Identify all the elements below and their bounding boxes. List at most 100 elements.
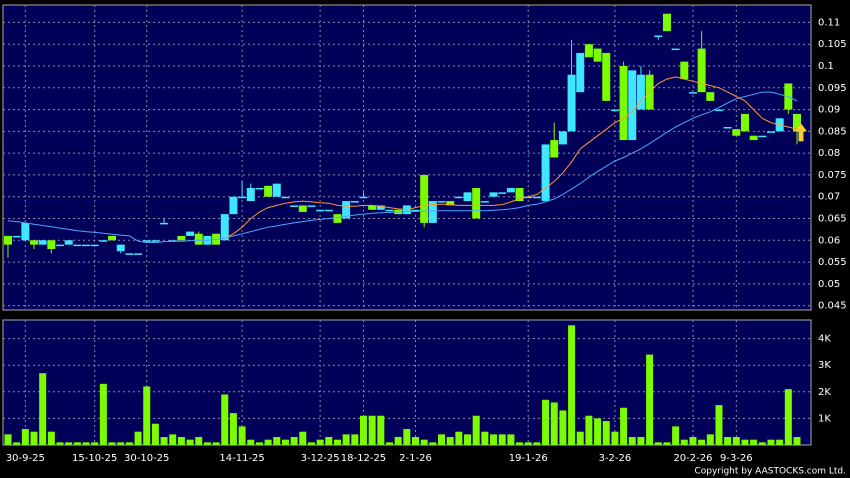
x-tick-label: 2-1-26 [399,453,432,464]
volume-bar [672,426,680,445]
volume-bar [611,431,619,445]
volume-bar [750,439,758,445]
volume-bar [507,434,515,445]
candle-body [99,240,108,242]
candle-body [420,174,429,223]
candle-body [584,44,593,58]
volume-bar [325,437,333,445]
y-tick-label: 3K [818,360,831,371]
volume-bar [385,442,393,445]
candle-body [706,92,715,101]
candle-body [12,235,21,238]
price-panel [2,4,812,311]
candle-body [680,61,689,80]
volume-bar [307,442,315,445]
volume-bar [680,439,688,445]
volume-bar [212,442,220,445]
volume-bar [151,423,159,445]
candle-body [515,188,524,202]
candle-body [636,74,645,110]
source-note: Copyright by AASTOCKS.com Ltd. [694,467,846,477]
candle-body [21,222,30,241]
volume-bar [351,434,359,445]
volume-bar [464,434,472,445]
candle-body [4,235,12,245]
x-tick-label: 20-2-26 [673,453,712,464]
volume-bar [654,442,662,445]
volume-bar [108,442,116,445]
volume-bar [13,442,21,445]
candle-body [671,48,680,51]
candle-body [272,183,281,197]
candle-body [506,188,515,193]
volume-bar [498,434,506,445]
ma-line [224,76,798,239]
candle-body [108,235,117,241]
candle-body [628,70,637,141]
x-tick-label: 3-12-25 [301,453,340,464]
candle-body [463,192,472,202]
volume-bar [576,431,584,445]
volume-bar [438,434,446,445]
candle-body [793,113,801,132]
volume-bar [169,434,177,445]
candle-body [550,140,559,158]
candle-body [64,240,73,245]
volume-bar [585,415,593,445]
candle-body [723,127,732,129]
y-tick-label: 0.045 [818,301,847,312]
volume-bar [143,386,151,445]
volume-bar [160,437,168,445]
y-tick-label: 0.07 [818,192,840,203]
volume-bar [125,442,133,445]
candle-body [342,201,351,219]
volume-bar [732,437,740,445]
volume-bar [490,434,498,445]
candle-body [281,196,290,199]
candle-body [524,196,533,199]
volume-bar [620,407,628,445]
candle-body [411,209,420,212]
y-tick-label: 0.105 [818,39,847,50]
volume-bar [776,439,784,445]
candle-body [732,129,741,136]
volume-bar [82,442,90,445]
candle-body [368,205,377,210]
volume-bar [706,434,714,445]
candle-body [610,109,619,112]
volume-bar [203,442,211,445]
candle-body [480,201,489,203]
volume-bar [628,437,636,445]
candle-body [134,253,143,255]
candle-body [489,192,498,197]
candle-body [186,231,195,236]
y-tick-label: 0.1 [818,61,834,72]
volume-bar [229,413,237,445]
volume-bar [550,402,558,445]
candle-body [740,113,749,132]
volume-bar [455,431,463,445]
candle-body [602,52,611,101]
volume-bar [394,437,402,445]
candle-body [290,205,299,207]
volume-bar [516,442,524,445]
volume-bar [238,426,246,445]
volume-bar [359,415,367,445]
volume-bar [186,439,194,445]
volume-bar [221,394,229,445]
x-tick-label: 14-11-25 [219,453,264,464]
candle-body [558,131,567,145]
candle-body [454,196,463,199]
volume-bar [724,437,732,445]
candle-body [324,209,333,212]
candle-body [142,240,151,242]
candle-body [376,205,385,210]
volume-bar [377,415,385,445]
x-tick-label: 19-1-26 [509,453,548,464]
volume-bar [403,429,411,445]
volume-bar [602,421,610,445]
volume-bar [281,439,289,445]
volume-bar [689,437,697,445]
volume-bar [47,431,55,445]
